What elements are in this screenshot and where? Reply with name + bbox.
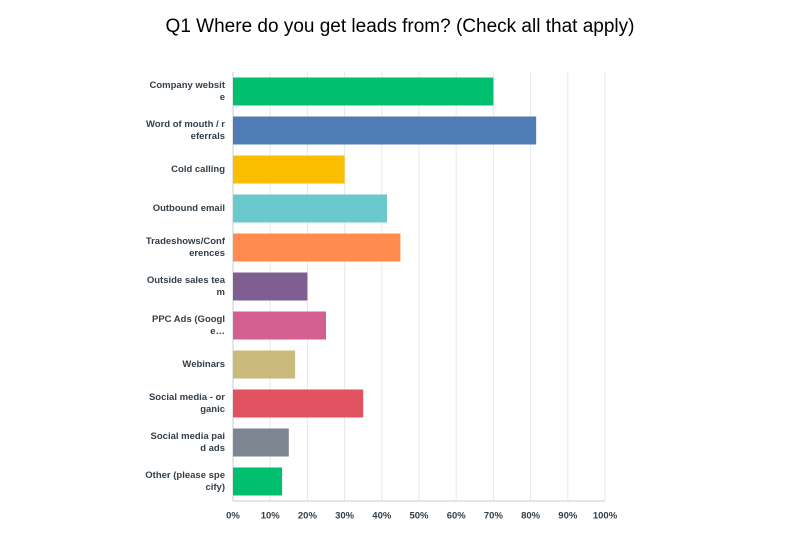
x-tick-label: 40% (372, 511, 392, 522)
y-tick-label: Other (please specify) (145, 469, 225, 493)
y-tick-label: Tradeshows/Conferences (145, 235, 225, 259)
x-tick-label: 10% (261, 511, 281, 522)
y-tick-label: Social media paid ads (150, 430, 225, 454)
y-tick-label: Outside sales team (146, 274, 225, 298)
bar (233, 116, 537, 145)
bar (233, 311, 326, 340)
x-tick-label: 30% (335, 511, 355, 522)
x-tick-label: 0% (226, 511, 240, 522)
y-tick-label: Outbound email (152, 202, 225, 214)
bar (233, 194, 388, 223)
bar (233, 233, 401, 262)
bar (233, 389, 364, 418)
x-tick-label: 90% (558, 511, 578, 522)
y-tick-label: Word of mouth / referrals (146, 118, 225, 142)
y-tick-label: Company website (149, 79, 226, 103)
x-tick-label: 80% (521, 511, 541, 522)
bar (233, 350, 296, 379)
bar (233, 77, 494, 106)
y-tick-label: Webinars (182, 358, 225, 370)
bar (233, 155, 345, 184)
y-tick-label: PPC Ads (Google… (151, 313, 225, 337)
x-tick-label: 50% (409, 511, 429, 522)
bar (233, 272, 308, 301)
x-tick-label: 20% (298, 511, 318, 522)
bar (233, 467, 283, 496)
x-tick-label: 60% (447, 511, 467, 522)
chart-title: Q1 Where do you get leads from? (Check a… (165, 16, 635, 37)
y-tick-label: Social media - organic (148, 391, 225, 415)
y-tick-label: Cold calling (171, 163, 225, 175)
x-tick-label: 70% (484, 511, 504, 522)
bar (233, 428, 289, 457)
x-tick-label: 100% (593, 511, 618, 522)
